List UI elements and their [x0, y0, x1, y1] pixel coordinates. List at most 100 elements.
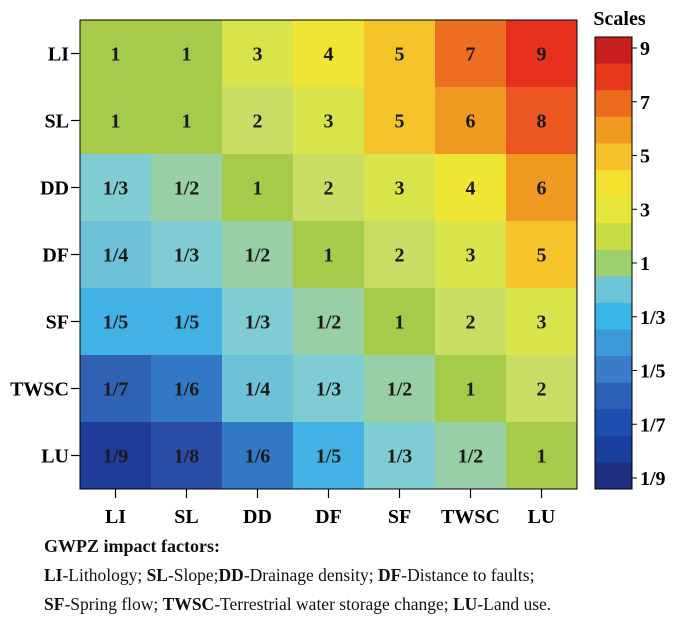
legend-line-2: SF-Spring flow; TWSC-Terrestrial water s… — [44, 590, 674, 619]
cell-df-li — [80, 221, 152, 289]
cell-label-lu-dd: 1/6 — [245, 446, 271, 468]
cell-lu-df — [293, 422, 365, 490]
cell-label-dd-dd: 1 — [253, 178, 263, 200]
cell-sl-twsc — [435, 87, 507, 155]
cell-sl-sl — [151, 87, 223, 155]
cell-lu-sl — [151, 422, 223, 490]
cell-label-twsc-li: 1/7 — [103, 379, 129, 401]
colorbar-segment-1 — [595, 249, 632, 277]
colorbar-tick-label-1: 1 — [640, 253, 650, 275]
cell-lu-li — [80, 422, 152, 490]
cell-label-lu-lu: 1 — [537, 446, 547, 468]
colorbar-segment-1-4 — [595, 329, 632, 357]
cell-twsc-sf — [364, 355, 436, 423]
cell-twsc-lu — [506, 355, 578, 423]
colorbar-ticks: 9 7 5 3 1 1/3 1/5 1/7 1/9 — [632, 38, 666, 490]
cell-label-df-df: 1 — [324, 245, 334, 267]
legend-line-1: LI-Lithology; SL-Slope;DD-Drainage densi… — [44, 561, 674, 590]
colorbar-tick-label-1-5: 1/5 — [640, 361, 666, 383]
cell-sf-li — [80, 288, 152, 356]
y-tick-label-li: LI — [48, 44, 69, 66]
colorbar-tick-label-3: 3 — [640, 199, 650, 221]
legend-desc-twsc: -Terrestrial water storage change; — [214, 594, 453, 614]
cell-df-dd — [222, 221, 294, 289]
cell-lu-twsc — [435, 422, 507, 490]
cell-label-df-sf: 2 — [395, 245, 405, 267]
cell-label-dd-li: 1/3 — [103, 178, 129, 200]
cell-label-li-lu: 9 — [537, 44, 547, 66]
colorbar-segment-1-3 — [595, 302, 632, 330]
cell-twsc-dd — [222, 355, 294, 423]
cell-label-lu-li: 1/9 — [103, 446, 129, 468]
cell-sf-sl — [151, 288, 223, 356]
cell-label-sl-twsc: 6 — [466, 111, 476, 133]
cell-label-sl-dd: 2 — [253, 111, 263, 133]
cell-sl-sf — [364, 87, 436, 155]
cell-label-li-li: 1 — [111, 44, 121, 66]
cell-label-li-twsc: 7 — [466, 44, 476, 66]
cell-label-sf-sl: 1/5 — [174, 312, 200, 334]
y-tick-label-lu: LU — [41, 446, 69, 468]
cell-sl-dd — [222, 87, 294, 155]
cell-label-li-df: 4 — [324, 44, 334, 66]
cell-label-df-sl: 1/3 — [174, 245, 200, 267]
y-tick-label-sf: SF — [46, 312, 69, 334]
colorbar-title: Scales — [593, 8, 645, 30]
cell-label-dd-df: 2 — [324, 178, 334, 200]
cell-label-lu-sl: 1/8 — [174, 446, 200, 468]
cell-li-df — [293, 20, 365, 88]
x-tick-label-sl: SL — [174, 506, 198, 528]
cell-label-lu-twsc: 1/2 — [458, 446, 484, 468]
cell-dd-sf — [364, 154, 436, 222]
cell-df-lu — [506, 221, 578, 289]
legend-desc-df: -Distance to faults; — [401, 565, 535, 585]
colorbar-tick-label-1-9: 1/9 — [640, 468, 666, 490]
cell-label-sl-sf: 5 — [395, 111, 405, 133]
x-tick-label-df: DF — [315, 506, 342, 528]
colorbar-tick-label-1-7: 1/7 — [640, 414, 666, 436]
cell-sf-df — [293, 288, 365, 356]
cell-label-twsc-sf: 1/2 — [387, 379, 413, 401]
colorbar-tick-label-5: 5 — [640, 146, 650, 168]
cell-label-twsc-sl: 1/6 — [174, 379, 200, 401]
legend-desc-sl: -Slope; — [167, 565, 219, 585]
heatmap-cells — [80, 20, 578, 490]
colorbar-segment-7 — [595, 90, 632, 118]
legend-desc-sf: -Spring flow; — [64, 594, 163, 614]
cell-label-twsc-lu: 2 — [537, 379, 547, 401]
cell-dd-df — [293, 154, 365, 222]
legend-desc-lu: -Land use. — [477, 594, 552, 614]
cell-twsc-twsc — [435, 355, 507, 423]
colorbar-segment-1-2 — [595, 276, 632, 304]
cell-li-sl — [151, 20, 223, 88]
y-tick-label-sl: SL — [45, 111, 69, 133]
cell-label-li-sl: 1 — [182, 44, 192, 66]
cell-sl-df — [293, 87, 365, 155]
y-tick-label-twsc: TWSC — [10, 379, 69, 401]
cell-label-twsc-dd: 1/4 — [245, 379, 271, 401]
cell-label-sf-df: 1/2 — [316, 312, 342, 334]
legend-abbr-sl: SL — [146, 565, 168, 585]
colorbar-segment-1-9 — [595, 462, 632, 490]
cell-df-sf — [364, 221, 436, 289]
colorbar-segment-1-6 — [595, 382, 632, 410]
colorbar-segment-2 — [595, 223, 632, 251]
cell-twsc-li — [80, 355, 152, 423]
legend-abbr-dd: DD — [218, 565, 244, 585]
cell-label-dd-sf: 3 — [395, 178, 405, 200]
cell-label-lu-df: 1/5 — [316, 446, 342, 468]
legend-abbr-li: LI — [44, 565, 63, 585]
cell-df-sl — [151, 221, 223, 289]
y-tick-label-df: DF — [42, 245, 69, 267]
cell-label-dd-sl: 1/2 — [174, 178, 200, 200]
cell-label-li-dd: 3 — [253, 44, 263, 66]
colorbar-tick-label-7: 7 — [640, 92, 650, 114]
cell-label-sl-df: 3 — [324, 111, 334, 133]
x-tick-label-sf: SF — [388, 506, 411, 528]
cell-label-df-dd: 1/2 — [245, 245, 271, 267]
cell-df-twsc — [435, 221, 507, 289]
colorbar-segment-3 — [595, 196, 632, 224]
cell-sf-dd — [222, 288, 294, 356]
colorbar-segment-4 — [595, 169, 632, 198]
